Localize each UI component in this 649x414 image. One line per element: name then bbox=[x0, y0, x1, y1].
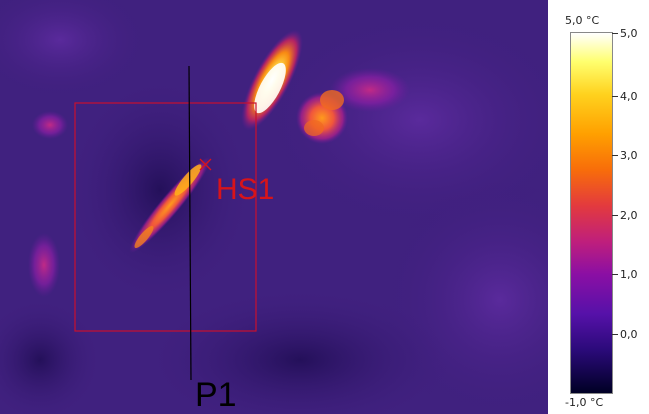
warm-spot bbox=[32, 111, 68, 139]
tick-mark bbox=[612, 96, 618, 97]
thermal-image: HS1 P1 bbox=[0, 0, 548, 414]
tick-label: 2,0 bbox=[620, 209, 638, 222]
streak-core bbox=[174, 164, 202, 196]
tick-label: 0,0 bbox=[620, 328, 638, 341]
warm-region bbox=[260, 10, 548, 230]
warm-region bbox=[0, 0, 150, 100]
profile-line[interactable] bbox=[188, 65, 192, 381]
tick-mark bbox=[612, 33, 618, 34]
streak-core bbox=[134, 225, 154, 249]
temperature-scale: 5,0 °C 5,0 4,0 3,0 2,0 1,0 0,0 -1,0 °C bbox=[548, 0, 649, 414]
tick-label: 3,0 bbox=[620, 149, 638, 162]
tick-mark bbox=[612, 334, 618, 335]
tick-label: 4,0 bbox=[620, 90, 638, 103]
tick-mark bbox=[612, 274, 618, 275]
scale-max-label: 5,0 °C bbox=[565, 14, 600, 27]
tick-label: 5,0 bbox=[620, 27, 638, 40]
color-bar bbox=[570, 32, 613, 394]
cool-region bbox=[150, 290, 450, 414]
hot-core bbox=[254, 62, 286, 114]
thermal-canvas bbox=[0, 0, 548, 414]
hotspot-label: HS1 bbox=[216, 173, 275, 206]
measurement-box[interactable] bbox=[74, 102, 257, 332]
scale-min-label: -1,0 °C bbox=[565, 396, 604, 409]
cool-region bbox=[70, 80, 250, 300]
tick-mark bbox=[612, 215, 618, 216]
tick-mark bbox=[612, 155, 618, 156]
warm-spot bbox=[330, 68, 410, 112]
hotspot-marker[interactable] bbox=[199, 158, 212, 171]
warm-cluster-core bbox=[320, 90, 344, 110]
warm-spot bbox=[28, 233, 60, 297]
tick-label: 1,0 bbox=[620, 268, 638, 281]
profile-label: P1 bbox=[195, 376, 237, 414]
warm-cluster-core bbox=[304, 120, 324, 136]
